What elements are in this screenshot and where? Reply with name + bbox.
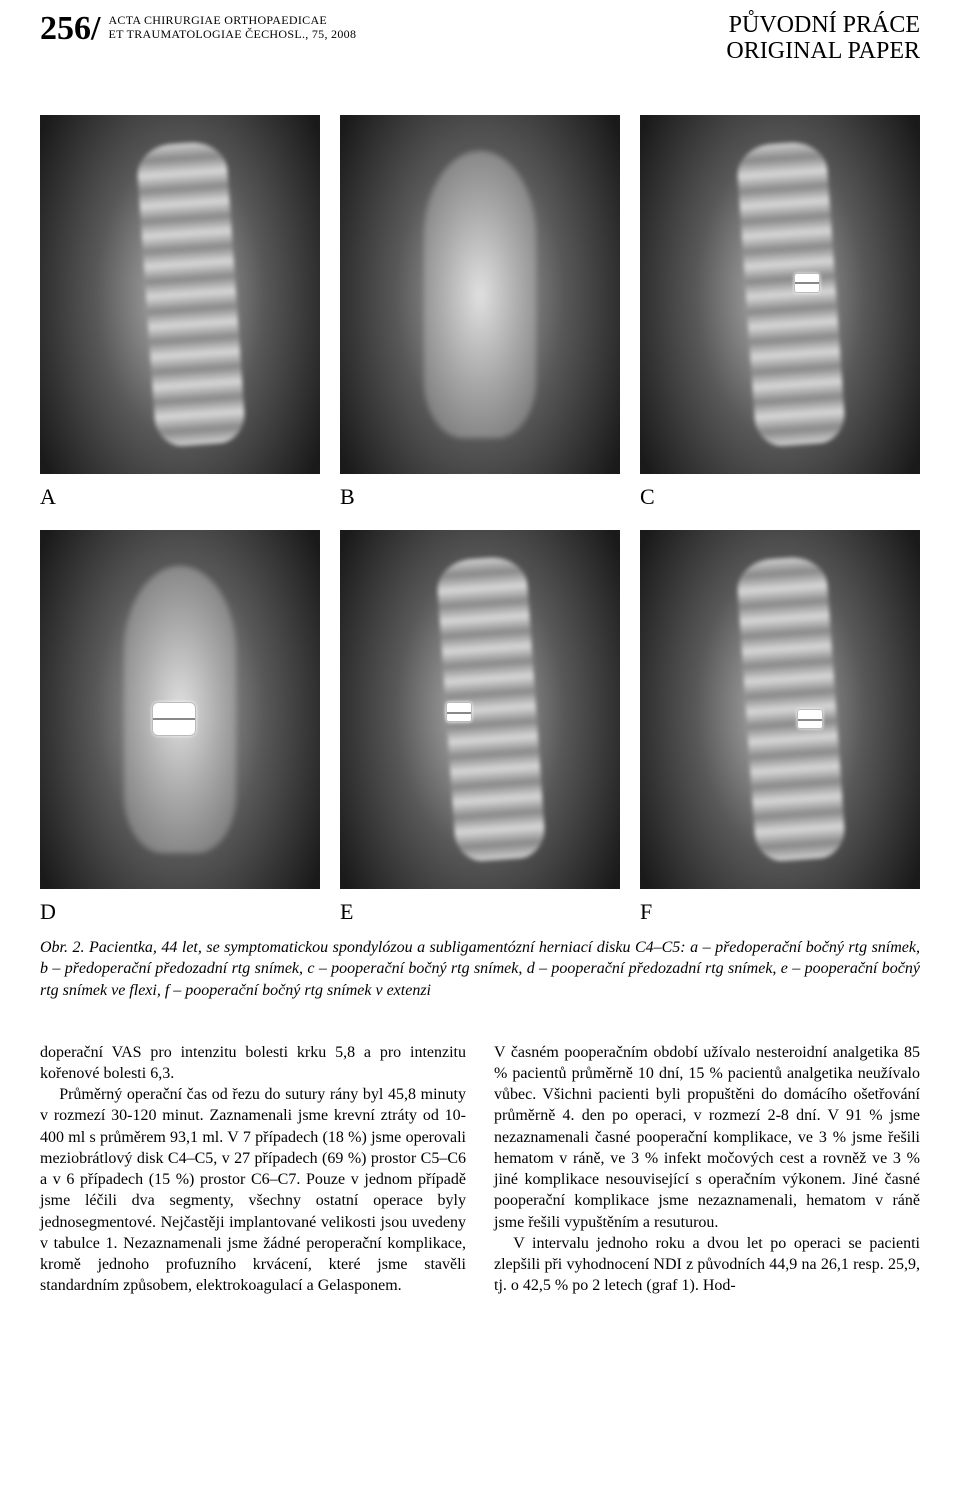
figure-panel-f: F: [640, 530, 920, 925]
xray-image-f: [640, 530, 920, 889]
implant-icon: [152, 702, 196, 736]
figure-panel-c: C: [640, 115, 920, 510]
right-column: V časném pooperačním období užívalo nest…: [494, 1042, 920, 1297]
figure-panel-e: E: [340, 530, 620, 925]
figure-caption: Obr. 2. Pacientka, 44 let, se symptomati…: [40, 937, 920, 1002]
implant-icon: [797, 709, 823, 729]
journal-name: ACTA CHIRURGIAE ORTHOPAEDICAE: [108, 14, 356, 28]
panel-label-f: F: [640, 899, 920, 925]
section-title-cs: PŮVODNÍ PRÁCE: [726, 12, 920, 38]
xray-image-e: [340, 530, 620, 889]
body-columns: doperační VAS pro intenzitu bolesti krku…: [40, 1042, 920, 1297]
journal-issue: ET TRAUMATOLOGIAE ČECHOSL., 75, 2008: [108, 28, 356, 42]
implant-icon: [446, 702, 472, 722]
panel-label-e: E: [340, 899, 620, 925]
panel-label-c: C: [640, 484, 920, 510]
header-left: 256/ ACTA CHIRURGIAE ORTHOPAEDICAE ET TR…: [40, 12, 356, 46]
figure-grid: A B C D E F: [40, 115, 920, 925]
page-number: 256/: [40, 12, 100, 46]
body-paragraph: V intervalu jednoho roku a dvou let po o…: [494, 1233, 920, 1297]
journal-info: ACTA CHIRURGIAE ORTHOPAEDICAE ET TRAUMAT…: [108, 12, 356, 42]
body-paragraph: doperační VAS pro intenzitu bolesti krku…: [40, 1042, 466, 1085]
implant-icon: [794, 273, 820, 293]
panel-label-d: D: [40, 899, 320, 925]
figure-panel-d: D: [40, 530, 320, 925]
figure-panel-a: A: [40, 115, 320, 510]
xray-image-d: [40, 530, 320, 889]
body-paragraph: Průměrný operační čas od řezu do sutury …: [40, 1084, 466, 1297]
panel-label-a: A: [40, 484, 320, 510]
left-column: doperační VAS pro intenzitu bolesti krku…: [40, 1042, 466, 1297]
xray-image-c: [640, 115, 920, 474]
xray-image-a: [40, 115, 320, 474]
section-title-en: ORIGINAL PAPER: [726, 38, 920, 64]
page-header: 256/ ACTA CHIRURGIAE ORTHOPAEDICAE ET TR…: [40, 12, 920, 65]
header-right: PŮVODNÍ PRÁCE ORIGINAL PAPER: [726, 12, 920, 65]
figure-panel-b: B: [340, 115, 620, 510]
body-paragraph: V časném pooperačním období užívalo nest…: [494, 1042, 920, 1233]
xray-image-b: [340, 115, 620, 474]
panel-label-b: B: [340, 484, 620, 510]
